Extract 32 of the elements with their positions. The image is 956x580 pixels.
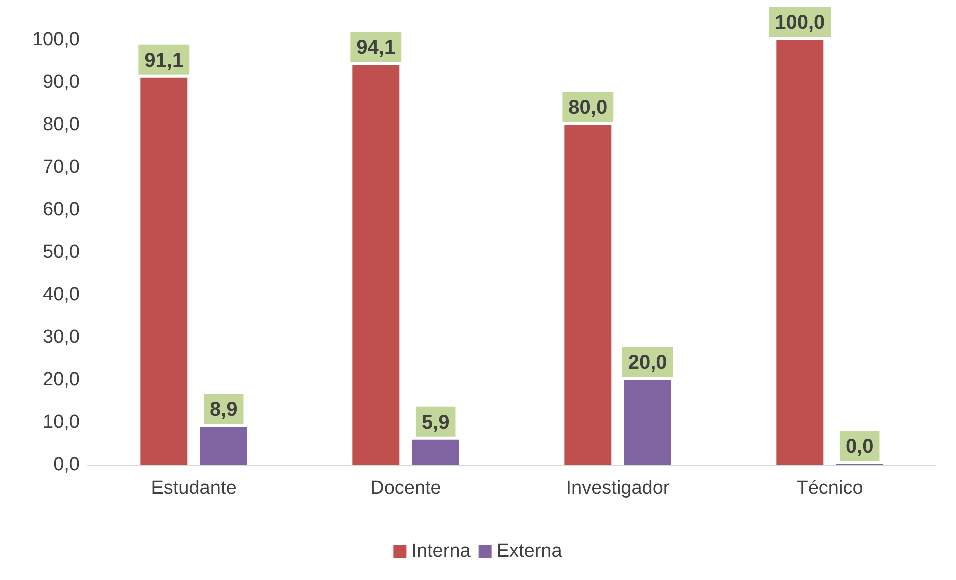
- y-tick-label: 100,0: [32, 30, 80, 50]
- data-label: 80,0: [568, 97, 608, 119]
- y-tick-label: 20,0: [43, 370, 80, 390]
- y-tick-label: 60,0: [43, 200, 80, 220]
- data-label: 94,1: [356, 37, 396, 60]
- y-tick-label: 50,0: [43, 242, 80, 263]
- y-tick-label: 80,0: [43, 114, 80, 136]
- data-label: 91,1: [144, 50, 184, 72]
- legend-label: Interna: [412, 541, 472, 562]
- bar: [200, 427, 248, 465]
- data-label: 100,0: [775, 12, 826, 34]
- bar: [412, 440, 460, 465]
- x-tick-label: Investigador: [566, 478, 670, 499]
- y-tick-label: 10,0: [43, 412, 80, 433]
- x-tick-label: Técnico: [796, 478, 864, 499]
- y-tick-label: 0,0: [54, 454, 80, 476]
- y-tick-label: 30,0: [43, 327, 80, 348]
- data-label: 20,0: [628, 352, 668, 374]
- bar: [776, 40, 824, 465]
- y-tick-label: 90,0: [43, 72, 80, 93]
- x-tick-label: Estudante: [151, 478, 237, 499]
- y-tick-label: 40,0: [43, 284, 80, 306]
- x-tick-label: Docente: [370, 478, 442, 499]
- bar: [140, 78, 188, 465]
- bar: [352, 65, 400, 465]
- bar: [564, 125, 612, 465]
- data-label: 5,9: [422, 412, 450, 434]
- y-tick-label: 70,0: [43, 157, 80, 178]
- data-label: 8,9: [210, 399, 238, 422]
- legend-label: Externa: [496, 541, 563, 562]
- data-label: 0,0: [846, 436, 874, 458]
- bar: [624, 380, 672, 465]
